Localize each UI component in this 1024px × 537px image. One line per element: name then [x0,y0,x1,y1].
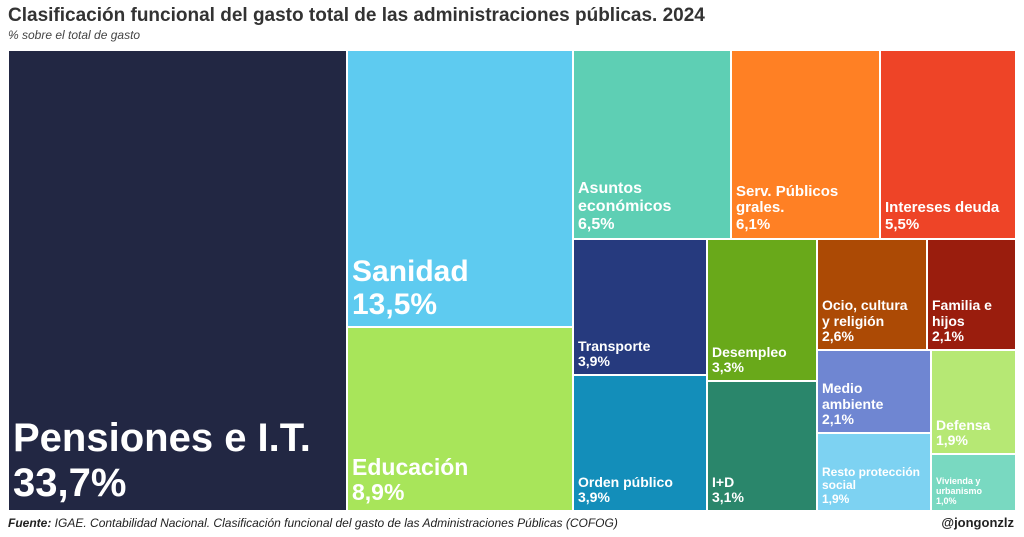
treemap-tile: Educación 8,9% [347,327,573,511]
tile-category: Pensiones e I.T. [13,416,311,461]
treemap-tile: Sanidad 13,5% [347,50,573,327]
tile-label: Pensiones e I.T. 33,7% [9,416,311,510]
tile-category: Familia e hijos [932,296,992,329]
tile-category: Educación [352,453,469,480]
source-note: Fuente: IGAE. Contabilidad Nacional. Cla… [8,516,618,530]
treemap-tile: Familia e hijos 2,1% [927,239,1016,350]
tile-label: Medio ambiente 2,1% [818,379,884,432]
tile-value: 3,1% [712,489,744,506]
tile-label: Orden público 3,9% [574,473,673,510]
tile-category: Medio ambiente [822,379,884,412]
tile-label: Desempleo 3,3% [708,343,787,380]
tile-category: Desempleo [712,343,787,360]
tile-category: Transporte [578,337,651,354]
tile-value: 1,9% [936,432,968,449]
tile-value: 13,5% [352,288,438,322]
tile-label: Transporte 3,9% [574,337,651,374]
treemap-tile: Serv. Públicos grales. 6,1% [731,50,880,239]
chart-title: Clasificación funcional del gasto total … [8,5,705,26]
tile-category: Defensa [936,416,991,433]
tile-value: 6,1% [736,216,771,234]
treemap-tile: I+D 3,1% [707,381,817,511]
treemap-tile: Intereses deuda 5,5% [880,50,1016,239]
author-handle: @jongonzlz [941,515,1014,530]
source-text: IGAE. Contabilidad Nacional. Clasificaci… [51,516,618,530]
tile-value: 33,7% [13,461,127,506]
treemap-tile: Pensiones e I.T. 33,7% [8,50,347,511]
tile-value: 3,9% [578,489,610,506]
tile-category: I+D [712,473,735,490]
tile-value: 1,0% [936,495,957,506]
treemap-tile: Ocio, cultura y religión 2,6% [817,239,927,350]
treemap-tile: Defensa 1,9% [931,350,1016,454]
tile-label: Intereses deuda 5,5% [881,200,999,238]
tile-label: Resto protección social 1,9% [818,464,921,510]
tile-label: Defensa 1,9% [932,416,991,453]
treemap-tile: Asuntos económicos 6,5% [573,50,731,239]
tile-label: Ocio, cultura y religión 2,6% [818,296,908,349]
tile-value: 5,5% [885,216,920,234]
treemap-tile: Orden público 3,9% [573,375,707,511]
tile-label: I+D 3,1% [708,473,744,510]
chart-subtitle: % sobre el total de gasto [8,28,141,42]
tile-category: Asuntos económicos [578,180,672,216]
tile-value: 1,9% [822,491,850,506]
tile-category: Sanidad [352,254,469,288]
treemap-tile: Vivienda y urbanismo 1,0% [931,454,1016,511]
tile-label: Serv. Públicos grales. 6,1% [732,182,839,238]
tile-value: 2,1% [932,328,964,345]
tile-value: 3,9% [578,353,610,370]
tile-value: 2,6% [822,328,854,345]
tile-value: 6,5% [578,216,615,234]
tile-value: 2,1% [822,411,854,428]
tile-category: Orden público [578,473,673,490]
treemap-tile: Resto protección social 1,9% [817,433,931,511]
treemap-tile: Desempleo 3,3% [707,239,817,381]
tile-category: Ocio, cultura y religión [822,296,908,329]
tile-label: Vivienda y urbanismo 1,0% [932,476,982,510]
tile-value: 8,9% [352,479,405,506]
tile-label: Familia e hijos 2,1% [928,296,992,349]
source-label: Fuente: [8,516,52,530]
tile-category: Resto protección social [822,464,921,493]
treemap-tile: Transporte 3,9% [573,239,707,375]
tile-value: 3,3% [712,359,744,376]
tile-label: Sanidad 13,5% [348,255,469,326]
tile-label: Educación 8,9% [348,453,469,511]
tile-category: Serv. Públicos grales. [736,182,839,217]
tile-category: Intereses deuda [885,199,1000,217]
treemap-tile: Medio ambiente 2,1% [817,350,931,433]
tile-label: Asuntos económicos 6,5% [574,180,671,238]
tile-category: Vivienda y urbanismo [936,475,983,496]
